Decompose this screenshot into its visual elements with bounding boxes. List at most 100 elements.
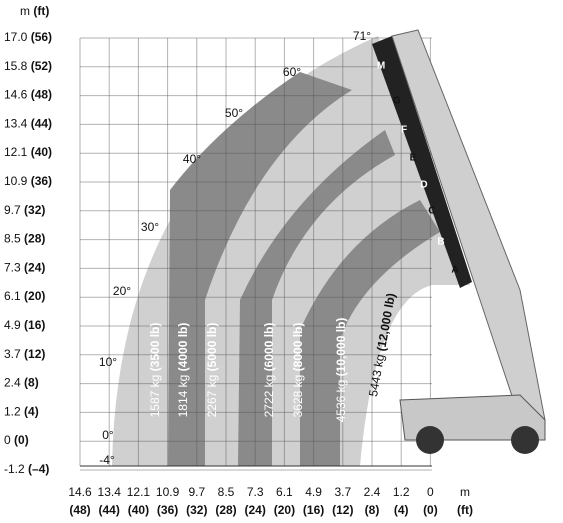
- load-band: [300, 200, 440, 466]
- boom-section-label: F: [401, 125, 407, 136]
- label-part: (12): [24, 347, 45, 361]
- y-tick-label: 0 (0): [4, 433, 29, 447]
- x-tick-label: (24): [245, 503, 266, 517]
- label-part: 1814 kg: [176, 375, 190, 418]
- label-part: 2.4: [4, 376, 21, 390]
- label-part: (48): [31, 88, 52, 102]
- x-tick-label: (8): [365, 503, 380, 517]
- boom-section-label: A: [451, 265, 458, 276]
- label-part: 4.9: [4, 318, 21, 332]
- label-part: 17.0: [4, 30, 28, 44]
- boom-section-label: C: [428, 206, 435, 217]
- label-part: (6000 lb): [262, 323, 276, 372]
- x-tick-label: 12.1: [127, 485, 151, 499]
- load-label: 1814 kg (4000 lb): [176, 323, 190, 418]
- y-tick-label: 12.1 (40): [4, 145, 52, 159]
- boom-section-label: M: [377, 61, 385, 72]
- label-part: (8000 lb): [291, 323, 305, 372]
- x-tick-label: (0): [423, 503, 438, 517]
- load-band: [168, 72, 352, 466]
- label-part: 2722 kg: [262, 375, 276, 418]
- angle-label: 40°: [183, 152, 201, 166]
- label-part: (8): [24, 376, 39, 390]
- x-tick-label: (28): [215, 503, 236, 517]
- x-tick-label: (32): [186, 503, 207, 517]
- y-tick-label: 4.9 (16): [4, 318, 45, 332]
- label-part: (–4): [28, 462, 49, 476]
- label-part: (40): [31, 145, 52, 159]
- boom-inner: [372, 36, 472, 288]
- y-tick-label: 3.7 (12): [4, 347, 45, 361]
- x-tick-label: (12): [332, 503, 353, 517]
- boom-section-label: B: [437, 237, 444, 248]
- load-label: 4536 kg (10,000 lb): [334, 318, 348, 423]
- x-tick-label: (16): [303, 503, 324, 517]
- label-part: 12.1: [4, 145, 28, 159]
- angle-label: 50°: [225, 106, 243, 120]
- label-part: 6.1: [4, 289, 21, 303]
- unit-label: (ft): [457, 503, 473, 517]
- x-tick-label: 13.4: [98, 485, 122, 499]
- label-part: (32): [24, 203, 45, 217]
- x-tick-label: 6.1: [276, 485, 293, 499]
- label-part: 10.9: [4, 174, 28, 188]
- label-part: 1.2: [4, 405, 21, 419]
- angle-label: 30°: [141, 220, 159, 234]
- y-tick-label: 1.2 (4): [4, 405, 39, 419]
- label-part: -1.2: [4, 462, 25, 476]
- label-part: (56): [31, 30, 52, 44]
- y-tick-label: 14.6 (48): [4, 88, 52, 102]
- unit-label: m (ft): [20, 4, 49, 18]
- label-part: 7.3: [4, 261, 21, 275]
- label-part: (10,000 lb): [334, 318, 348, 377]
- label-part: (16): [24, 318, 45, 332]
- angle-label: 60°: [283, 65, 301, 79]
- y-tick-label: 15.8 (52): [4, 59, 52, 73]
- y-tick-label: 7.3 (24): [4, 261, 45, 275]
- x-tick-label: (36): [157, 503, 178, 517]
- label-part: (4): [24, 405, 39, 419]
- unit-label: m: [460, 485, 470, 499]
- x-tick-label: (44): [99, 503, 120, 517]
- boom-section-label: E: [410, 153, 417, 164]
- x-tick-label: 4.9: [305, 485, 322, 499]
- boom-section-label: D: [420, 180, 427, 191]
- x-tick-label: 14.6: [68, 485, 92, 499]
- label-part: 9.7: [4, 203, 21, 217]
- load-label: 2267 kg (5000 lb): [205, 323, 219, 418]
- label-part: (0): [14, 433, 29, 447]
- x-tick-label: (40): [128, 503, 149, 517]
- wheel: [511, 426, 539, 454]
- label-part: 4536 kg: [334, 380, 348, 423]
- y-tick-label: 17.0 (56): [4, 30, 52, 44]
- label-part: 14.6: [4, 88, 28, 102]
- label-part: 0: [4, 433, 11, 447]
- label-part: (3500 lb): [148, 323, 162, 372]
- y-tick-label: -1.2 (–4): [4, 462, 49, 476]
- label-part: 13.4: [4, 117, 28, 131]
- y-tick-label: 13.4 (44): [4, 117, 52, 131]
- angle-label: 0°: [102, 428, 114, 442]
- x-tick-label: 0: [427, 485, 434, 499]
- x-tick-label: 7.3: [247, 485, 264, 499]
- label-part: 15.8: [4, 59, 28, 73]
- load-label: 3628 kg (8000 lb): [291, 323, 305, 418]
- angle-label: 10°: [99, 355, 117, 369]
- label-part: (28): [24, 232, 45, 246]
- x-tick-label: (4): [394, 503, 409, 517]
- label-part: (20): [24, 289, 45, 303]
- label-part: 1587 kg: [148, 375, 162, 418]
- load-band: [238, 130, 395, 466]
- x-tick-label: 8.5: [218, 485, 235, 499]
- y-tick-label: 9.7 (32): [4, 203, 45, 217]
- x-tick-label: 10.9: [156, 485, 180, 499]
- x-tick-label: 1.2: [393, 485, 410, 499]
- label-part: 2267 kg: [205, 375, 219, 418]
- y-tick-label: 2.4 (8): [4, 376, 39, 390]
- boom-section-label: G: [393, 96, 401, 107]
- x-tick-label: (48): [69, 503, 90, 517]
- label-part: 3628 kg: [291, 375, 305, 418]
- load-label: 2722 kg (6000 lb): [262, 323, 276, 418]
- x-tick-label: 2.4: [364, 485, 381, 499]
